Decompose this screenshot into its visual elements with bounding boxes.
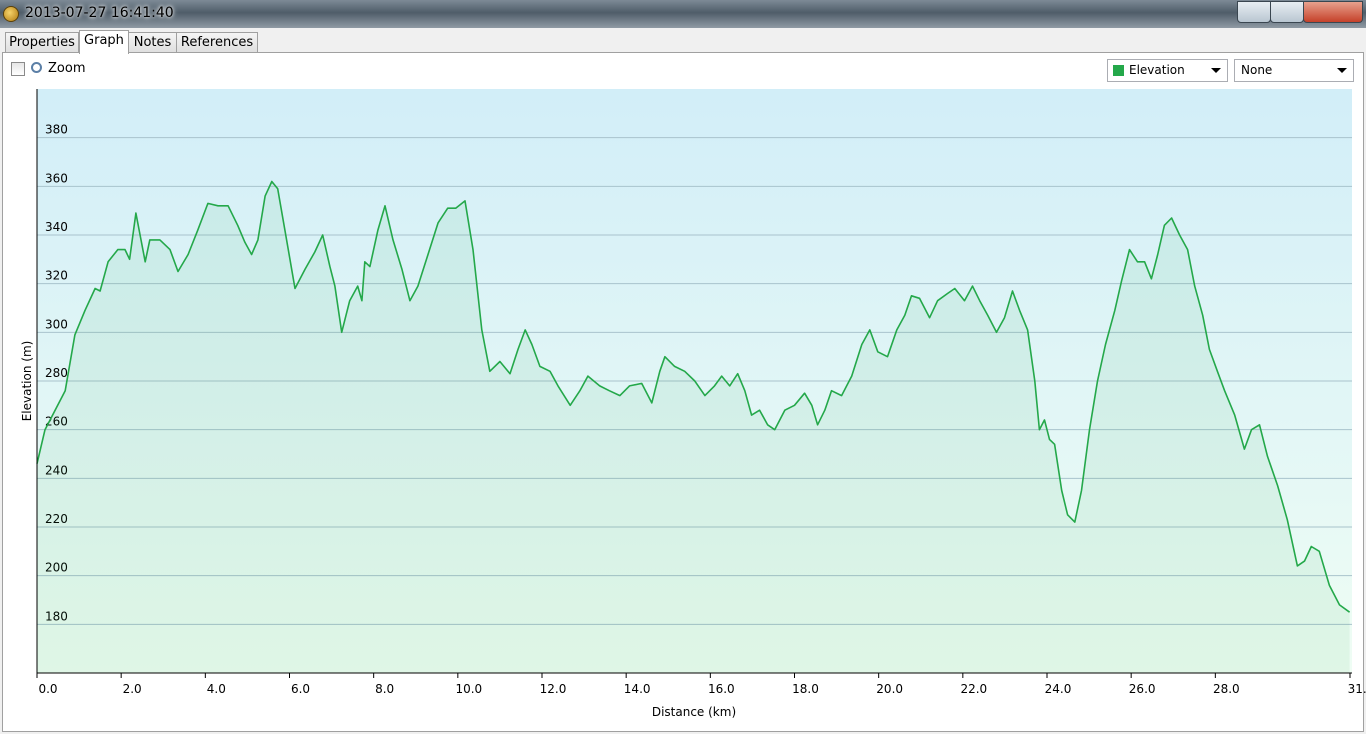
x-axis-label: Distance (km) [652, 705, 736, 719]
x-tick-label: 31.2 [1348, 682, 1366, 696]
x-tick-label: 26.0 [1129, 682, 1156, 696]
y-tick-label: 220 [45, 512, 68, 526]
x-tick-label: 4.0 [207, 682, 226, 696]
x-tick-label: 28.0 [1213, 682, 1240, 696]
x-tick-label: 22.0 [960, 682, 987, 696]
dropdown-arrow [1337, 68, 1347, 73]
series-swatch [1113, 65, 1124, 76]
x-tick-label: 10.0 [455, 682, 482, 696]
app-icon [3, 6, 19, 22]
x-tick-label: 14.0 [624, 682, 651, 696]
y-tick-label: 320 [45, 269, 68, 283]
zoom-checkbox[interactable] [11, 62, 25, 76]
tab[interactable]: Properties [5, 32, 79, 53]
x-tick-label: 12.0 [540, 682, 567, 696]
title-bar: 2013-07-27 16:41:40 [0, 0, 1366, 28]
x-tick-label: 6.0 [291, 682, 310, 696]
x-tick-label: 0.0 [38, 682, 57, 696]
y-tick-label: 280 [45, 366, 68, 380]
area-fill [37, 181, 1350, 673]
y-tick-label: 240 [45, 463, 68, 477]
x-tick-label: 16.0 [708, 682, 735, 696]
y-tick-label: 380 [45, 123, 68, 137]
zoom-icon [31, 62, 42, 73]
zoom-label: Zoom [48, 61, 86, 76]
y-axis-label: Elevation (m) [20, 341, 34, 422]
tab[interactable]: Notes [128, 32, 177, 53]
second-select[interactable]: None [1234, 59, 1354, 82]
x-tick-label: 20.0 [876, 682, 903, 696]
y-tick-label: 180 [45, 609, 68, 623]
close-button[interactable] [1303, 1, 1363, 23]
y-tick-label: 200 [45, 561, 68, 575]
series-select-text: Elevation [1129, 63, 1185, 77]
line [36, 180, 1351, 613]
dropdown-arrow [1211, 68, 1221, 73]
y-tick-label: 360 [45, 171, 68, 185]
tab-selected[interactable]: Graph [79, 30, 129, 54]
x-tick-label: 24.0 [1045, 682, 1072, 696]
window-title: 2013-07-27 16:41:40 [25, 5, 174, 21]
tab[interactable]: References [176, 32, 258, 53]
second-select-text: None [1241, 63, 1273, 77]
series-select[interactable]: Elevation [1107, 59, 1228, 82]
x-tick-label: 2.0 [123, 682, 142, 696]
y-tick-label: 300 [45, 317, 68, 331]
x-tick-label: 8.0 [375, 682, 394, 696]
y-tick-label: 340 [45, 220, 68, 234]
x-tick-label: 18.0 [792, 682, 819, 696]
